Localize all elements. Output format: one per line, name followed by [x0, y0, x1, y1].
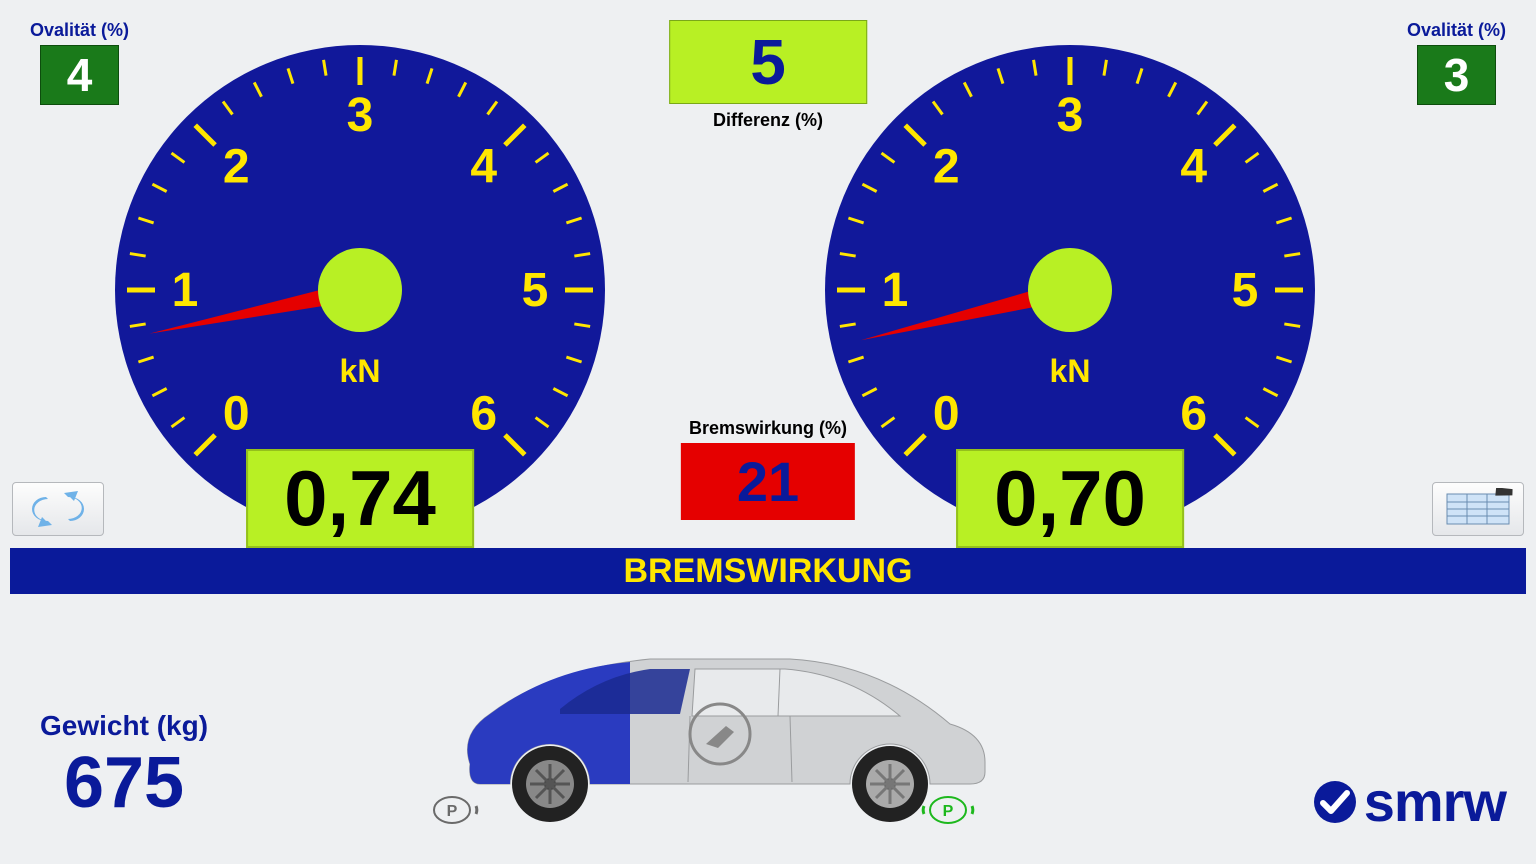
svg-text:2: 2 [223, 140, 250, 193]
weight-label: Gewicht (kg) [40, 710, 208, 742]
brand-logo: smrw [1312, 769, 1506, 834]
svg-text:kN: kN [1050, 353, 1091, 389]
refresh-icon [28, 489, 88, 529]
ovality-right: Ovalität (%) 3 [1407, 20, 1506, 105]
svg-text:0: 0 [933, 388, 960, 441]
left-gauge: 0123456kN 0,74 [100, 20, 620, 540]
svg-text:P: P [447, 803, 458, 820]
weight-box: Gewicht (kg) 675 [40, 710, 208, 824]
svg-text:3: 3 [347, 89, 374, 142]
left-gauge-reading: 0,74 [246, 449, 474, 548]
svg-text:P: P [943, 803, 954, 820]
svg-text:4: 4 [1180, 140, 1207, 193]
ovality-right-label: Ovalität (%) [1407, 20, 1506, 41]
svg-text:5: 5 [522, 264, 549, 317]
svg-text:1: 1 [882, 264, 909, 317]
svg-text:3: 3 [1057, 89, 1084, 142]
ovality-right-value: 3 [1417, 45, 1497, 105]
brand-check-icon [1312, 779, 1358, 825]
title-bar: BREMSWIRKUNG [10, 548, 1526, 594]
brand-text: smrw [1364, 769, 1506, 834]
report-button[interactable] [1432, 482, 1524, 536]
car-diagram: P P [430, 614, 1010, 834]
svg-text:2: 2 [933, 140, 960, 193]
svg-text:6: 6 [470, 388, 497, 441]
right-gauge-reading: 0,70 [956, 449, 1184, 548]
weight-value: 675 [40, 742, 208, 824]
report-icon [1443, 488, 1513, 530]
svg-text:6: 6 [1180, 388, 1207, 441]
svg-text:4: 4 [470, 140, 497, 193]
svg-text:5: 5 [1232, 264, 1259, 317]
svg-text:kN: kN [340, 353, 381, 389]
svg-text:0: 0 [223, 388, 250, 441]
right-gauge: 0123456kN 0,70 [810, 20, 1330, 540]
svg-text:1: 1 [172, 264, 199, 317]
refresh-button[interactable] [12, 482, 104, 536]
car-icon: P P [430, 614, 1010, 834]
